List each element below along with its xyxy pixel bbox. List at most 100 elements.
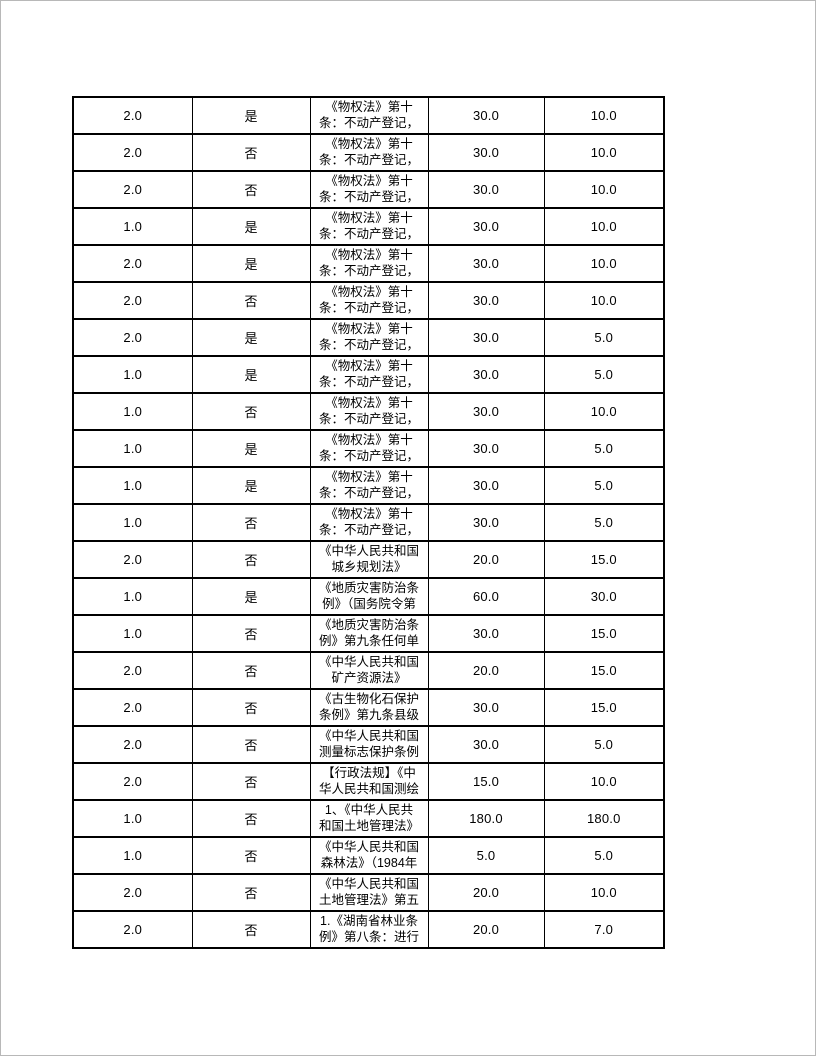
legal-basis-text: 《中华人民共和国 城乡规划法》 bbox=[318, 544, 419, 574]
legal-basis-text: 《物权法》第十 条：不动产登记， bbox=[318, 507, 419, 537]
cell-legal-basis: 《物权法》第十 条：不动产登记， bbox=[309, 207, 429, 246]
cell-days-1: 30.0 bbox=[427, 688, 545, 727]
cell-value: 2.0 bbox=[72, 651, 193, 690]
cell-yes-no: 是 bbox=[191, 429, 311, 468]
cell-yes-no: 否 bbox=[191, 133, 311, 172]
table-row: 1.0 是 《物权法》第十 条：不动产登记， 30.0 5.0 bbox=[72, 429, 665, 468]
table-row: 2.0 否 《中华人民共和国 矿产资源法》 20.0 15.0 bbox=[72, 651, 665, 690]
cell-days-1: 30.0 bbox=[427, 133, 545, 172]
cell-yes-no: 否 bbox=[191, 799, 311, 838]
cell-days-2: 15.0 bbox=[543, 540, 665, 579]
cell-yes-no: 否 bbox=[191, 392, 311, 431]
cell-days-2: 10.0 bbox=[543, 762, 665, 801]
cell-legal-basis: 《物权法》第十 条：不动产登记， bbox=[309, 170, 429, 209]
table-row: 2.0 否 《古生物化石保护 条例》第九条县级 30.0 15.0 bbox=[72, 688, 665, 727]
legal-basis-text: 《中华人民共和国 测量标志保护条例 bbox=[318, 729, 419, 759]
cell-legal-basis: 《物权法》第十 条：不动产登记， bbox=[309, 392, 429, 431]
cell-days-1: 30.0 bbox=[427, 392, 545, 431]
table-row: 2.0 否 【行政法规】《中 华人民共和国测绘 15.0 10.0 bbox=[72, 762, 665, 801]
cell-days-1: 5.0 bbox=[427, 836, 545, 875]
table-row: 2.0 否 《物权法》第十 条：不动产登记， 30.0 10.0 bbox=[72, 133, 665, 172]
cell-days-2: 5.0 bbox=[543, 355, 665, 394]
cell-value: 2.0 bbox=[72, 688, 193, 727]
cell-legal-basis: 《物权法》第十 条：不动产登记， bbox=[309, 429, 429, 468]
cell-legal-basis: 《物权法》第十 条：不动产登记， bbox=[309, 244, 429, 283]
table-row: 1.0 是 《地质灾害防治条 例》（国务院令第 60.0 30.0 bbox=[72, 577, 665, 616]
legal-basis-text: 1、《中华人民共 和国土地管理法》 bbox=[318, 803, 419, 833]
cell-yes-no: 是 bbox=[191, 207, 311, 246]
cell-yes-no: 是 bbox=[191, 318, 311, 357]
cell-value: 2.0 bbox=[72, 762, 193, 801]
cell-days-2: 15.0 bbox=[543, 688, 665, 727]
cell-days-1: 30.0 bbox=[427, 318, 545, 357]
cell-legal-basis: 《中华人民共和国 城乡规划法》 bbox=[309, 540, 429, 579]
cell-value: 1.0 bbox=[72, 836, 193, 875]
cell-legal-basis: 【行政法规】《中 华人民共和国测绘 bbox=[309, 762, 429, 801]
legal-basis-text: 《物权法》第十 条：不动产登记， bbox=[318, 396, 419, 426]
cell-yes-no: 否 bbox=[191, 910, 311, 949]
legal-basis-text: 《中华人民共和国 森林法》（1984年 bbox=[318, 840, 419, 870]
cell-days-1: 20.0 bbox=[427, 910, 545, 949]
legal-basis-text: 1.《湖南省林业条 例》第八条：进行 bbox=[318, 914, 419, 944]
cell-yes-no: 否 bbox=[191, 170, 311, 209]
cell-yes-no: 是 bbox=[191, 96, 311, 135]
legal-basis-text: 《物权法》第十 条：不动产登记， bbox=[318, 359, 419, 389]
cell-legal-basis: 《中华人民共和国 土地管理法》第五 bbox=[309, 873, 429, 912]
cell-days-2: 10.0 bbox=[543, 207, 665, 246]
cell-yes-no: 否 bbox=[191, 725, 311, 764]
cell-value: 1.0 bbox=[72, 392, 193, 431]
data-table: 2.0 是 《物权法》第十 条：不动产登记， 30.0 10.0 2.0 否 《… bbox=[72, 96, 665, 949]
cell-value: 1.0 bbox=[72, 207, 193, 246]
cell-value: 1.0 bbox=[72, 355, 193, 394]
legal-basis-text: 《物权法》第十 条：不动产登记， bbox=[318, 433, 419, 463]
cell-yes-no: 否 bbox=[191, 540, 311, 579]
table-body: 2.0 是 《物权法》第十 条：不动产登记， 30.0 10.0 2.0 否 《… bbox=[72, 96, 665, 949]
cell-yes-no: 否 bbox=[191, 503, 311, 542]
cell-days-1: 30.0 bbox=[427, 96, 545, 135]
cell-legal-basis: 《中华人民共和国 森林法》（1984年 bbox=[309, 836, 429, 875]
table-row: 1.0 是 《物权法》第十 条：不动产登记， 30.0 10.0 bbox=[72, 207, 665, 246]
table-row: 2.0 否 《中华人民共和国 土地管理法》第五 20.0 10.0 bbox=[72, 873, 665, 912]
legal-basis-text: 《物权法》第十 条：不动产登记， bbox=[318, 211, 419, 241]
table-row: 1.0 是 《物权法》第十 条：不动产登记， 30.0 5.0 bbox=[72, 466, 665, 505]
table-row: 1.0 否 《物权法》第十 条：不动产登记， 30.0 10.0 bbox=[72, 392, 665, 431]
table-row: 2.0 否 《物权法》第十 条：不动产登记， 30.0 10.0 bbox=[72, 170, 665, 209]
cell-legal-basis: 《物权法》第十 条：不动产登记， bbox=[309, 355, 429, 394]
table-row: 1.0 否 《地质灾害防治条 例》第九条任何单 30.0 15.0 bbox=[72, 614, 665, 653]
cell-yes-no: 否 bbox=[191, 651, 311, 690]
cell-days-1: 30.0 bbox=[427, 170, 545, 209]
cell-legal-basis: 《物权法》第十 条：不动产登记， bbox=[309, 466, 429, 505]
cell-legal-basis: 《物权法》第十 条：不动产登记， bbox=[309, 133, 429, 172]
cell-value: 1.0 bbox=[72, 466, 193, 505]
legal-basis-text: 《物权法》第十 条：不动产登记， bbox=[318, 470, 419, 500]
legal-basis-text: 《物权法》第十 条：不动产登记， bbox=[318, 137, 419, 167]
cell-legal-basis: 《地质灾害防治条 例》第九条任何单 bbox=[309, 614, 429, 653]
cell-days-2: 5.0 bbox=[543, 318, 665, 357]
cell-yes-no: 否 bbox=[191, 614, 311, 653]
cell-days-1: 180.0 bbox=[427, 799, 545, 838]
table-row: 2.0 是 《物权法》第十 条：不动产登记， 30.0 10.0 bbox=[72, 244, 665, 283]
cell-days-2: 5.0 bbox=[543, 466, 665, 505]
cell-days-2: 30.0 bbox=[543, 577, 665, 616]
legal-basis-text: 《古生物化石保护 条例》第九条县级 bbox=[318, 692, 419, 722]
cell-days-2: 5.0 bbox=[543, 725, 665, 764]
cell-legal-basis: 1.《湖南省林业条 例》第八条：进行 bbox=[309, 910, 429, 949]
cell-days-2: 10.0 bbox=[543, 170, 665, 209]
cell-legal-basis: 《物权法》第十 条：不动产登记， bbox=[309, 318, 429, 357]
legal-basis-text: 《物权法》第十 条：不动产登记， bbox=[318, 248, 419, 278]
cell-days-2: 15.0 bbox=[543, 614, 665, 653]
cell-value: 1.0 bbox=[72, 577, 193, 616]
cell-days-2: 5.0 bbox=[543, 429, 665, 468]
cell-legal-basis: 《中华人民共和国 测量标志保护条例 bbox=[309, 725, 429, 764]
legal-basis-text: 《物权法》第十 条：不动产登记， bbox=[318, 322, 419, 352]
cell-value: 1.0 bbox=[72, 799, 193, 838]
table-row: 2.0 是 《物权法》第十 条：不动产登记， 30.0 10.0 bbox=[72, 96, 665, 135]
cell-yes-no: 否 bbox=[191, 873, 311, 912]
table-row: 1.0 否 《物权法》第十 条：不动产登记， 30.0 5.0 bbox=[72, 503, 665, 542]
table-row: 1.0 否 《中华人民共和国 森林法》（1984年 5.0 5.0 bbox=[72, 836, 665, 875]
cell-days-2: 10.0 bbox=[543, 133, 665, 172]
cell-value: 1.0 bbox=[72, 614, 193, 653]
cell-yes-no: 否 bbox=[191, 688, 311, 727]
cell-days-2: 5.0 bbox=[543, 836, 665, 875]
